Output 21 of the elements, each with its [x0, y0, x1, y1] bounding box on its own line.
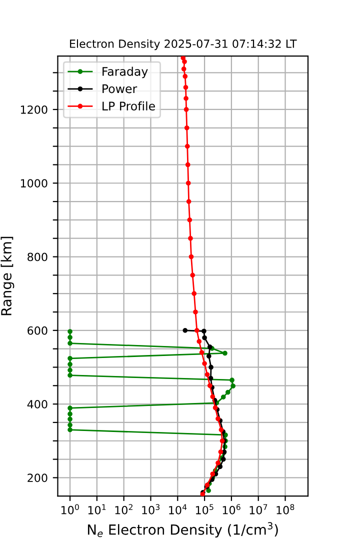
- x-tick-label: 10$^{2}$: [115, 504, 132, 514]
- y-tick-label: 200: [28, 474, 48, 482]
- y-tick-label: 1000: [20, 179, 48, 188]
- x-axis-title: N$_{e}$ Electron Density (1/cm$^{3}$): [88, 522, 278, 538]
- x-tick-label: 10$^{4}$: [169, 504, 187, 514]
- x-tick-label: 10$^{8}$: [276, 504, 294, 514]
- y-axis-title: Range [km]: [0, 236, 14, 316]
- y-tick-label: 1200: [20, 105, 48, 114]
- y-tick-label: 400: [27, 400, 48, 408]
- x-tick-label: 10$^{5}$: [196, 504, 214, 514]
- y-tick-label: 800: [28, 252, 48, 262]
- x-tick-label: 10$^{1}$: [88, 504, 106, 514]
- chart-title: Electron Density 2025-07-31 07:14:32 LT: [70, 39, 297, 50]
- x-tick-label: 10$^{3}$: [142, 504, 160, 514]
- x-tick-label: 10$^{6}$: [222, 504, 240, 514]
- x-tick-label: 10$^{7}$: [250, 504, 268, 514]
- legend-label: Power: [102, 84, 138, 94]
- legend-label: Faraday: [102, 66, 148, 78]
- y-tick-label: 600: [28, 326, 48, 335]
- x-tick-label: 10$^{0}$: [61, 504, 79, 514]
- legend-label: LP Profile: [102, 101, 155, 111]
